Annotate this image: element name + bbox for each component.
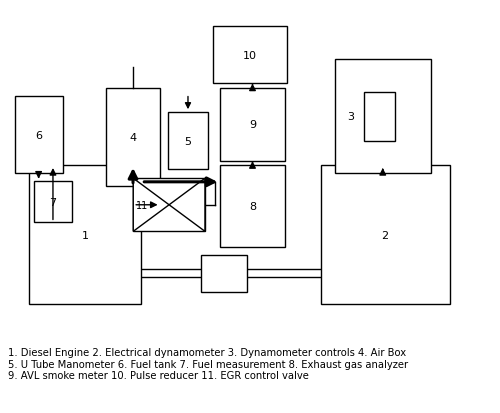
Text: 1. Diesel Engine 2. Electrical dynamometer 3. Dynamometer controls 4. Air Box
5.: 1. Diesel Engine 2. Electrical dynamomet…: [8, 347, 407, 380]
Text: 7: 7: [50, 197, 56, 207]
Text: 4: 4: [130, 132, 136, 142]
Text: 3: 3: [347, 112, 354, 122]
Bar: [335, 60, 430, 174]
Text: 1: 1: [82, 230, 88, 240]
Bar: [29, 166, 142, 304]
Text: 8: 8: [249, 202, 256, 211]
Bar: [14, 97, 62, 174]
Bar: [220, 88, 285, 161]
Bar: [168, 113, 208, 170]
Bar: [201, 255, 246, 292]
Text: 6: 6: [35, 130, 42, 140]
Bar: [106, 88, 160, 186]
Text: 10: 10: [243, 51, 257, 61]
Text: 11: 11: [136, 200, 148, 210]
Text: 2: 2: [382, 230, 388, 240]
Bar: [220, 166, 285, 247]
Bar: [320, 166, 450, 304]
Bar: [34, 182, 72, 223]
Bar: [364, 93, 394, 141]
Polygon shape: [169, 179, 205, 232]
Bar: [213, 27, 287, 84]
Text: 9: 9: [249, 120, 256, 130]
Bar: [134, 179, 205, 232]
Polygon shape: [134, 179, 169, 232]
Text: 5: 5: [184, 136, 192, 146]
